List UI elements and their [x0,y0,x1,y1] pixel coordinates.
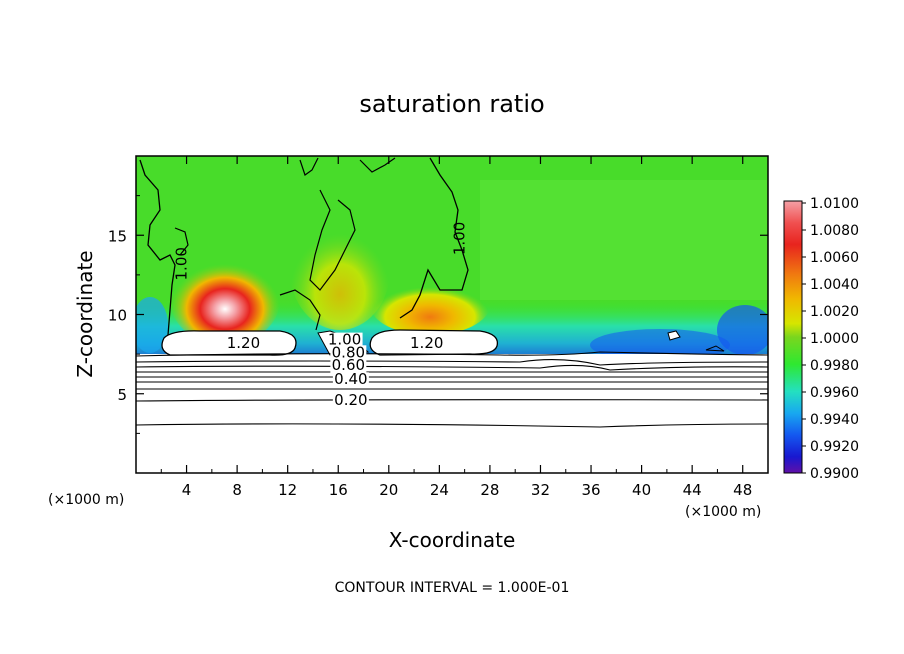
colorbar-label: 1.0060 [810,250,859,266]
contour-label-bg [225,335,262,351]
contour-label-bg [408,335,445,351]
x-tick-label: 24 [430,481,449,499]
field-variation [480,180,768,300]
y-tick-label: 15 [108,227,127,245]
colorbar-label: 1.0000 [810,331,859,347]
contour-label-bg [330,357,367,373]
contour-label: 1.20 [410,334,443,352]
colorbar-label: 1.0080 [810,223,859,239]
contour-1-00 [299,157,319,176]
x-tick-label: 20 [379,481,398,499]
x-tick-label: 8 [232,481,242,499]
contour-line [136,380,768,383]
contour-1-00 [359,157,396,173]
contour-1-00-middle [309,189,356,291]
cloud-layer [136,354,768,473]
colorbar: 1.0100 1.0080 1.0060 1.0040 1.0020 1.0000 0.99… [783,196,859,482]
supersaturation-plume [170,255,280,345]
contour-label-bg [330,345,367,361]
y-axis: 5 10 15 [108,195,768,434]
x-tick-label: 4 [182,481,192,499]
contour-1-00 [705,345,725,352]
low-saturation-patch [136,297,168,353]
contour-label: 0.20 [334,391,367,409]
x-tick-label: 48 [733,481,752,499]
colorbar-labels: 1.0100 1.0080 1.0060 1.0040 1.0020 1.0000 0.99… [802,196,859,482]
colorbar-label: 1.0040 [810,277,859,293]
contour-label: 0.80 [332,343,365,361]
colorbar-label: 0.9900 [810,466,859,482]
low-saturation-patch [717,305,768,355]
contour-label: 1.00 [328,331,361,349]
x-tick-label: 28 [480,481,499,499]
x-tick-label: 44 [683,481,702,499]
colorbar-label: 1.0100 [810,196,859,212]
colorbar-label: 0.9940 [810,412,859,428]
contour-line [136,399,768,402]
plot-area: 1.001.001.20 1.201.000.800.600.400.20 [136,156,768,473]
x-axis-title: X-coordinate [389,528,516,552]
colorbar-scale [783,200,803,474]
contour-1-00-right [399,157,469,319]
colorbar-label: 0.9960 [810,385,859,401]
colorbar-label: 1.0020 [810,304,859,320]
y-axis-title: Z-coordinate [73,250,97,377]
contour-line [136,370,768,373]
colorbar-label: 0.9980 [810,358,859,374]
contour-interval-note: CONTOUR INTERVAL = 1.000E-01 [335,580,570,596]
x-axis: 4 8 12 16 20 24 28 32 36 40 44 48 [160,156,752,499]
contour-label: 1.00 [173,247,191,280]
contour-label: 1.20 [227,334,260,352]
x-tick-label: 32 [531,481,550,499]
x-unit-label-left: (×1000 m) [48,492,124,508]
contour-label: 1.00 [451,222,469,255]
contour-1-00 [279,289,321,331]
contour-line [136,351,768,357]
chart-title: saturation ratio [359,90,544,118]
contour-label-bg [332,392,369,408]
contour-1-00-left [139,159,176,336]
contour-line [136,387,768,390]
contour-line [136,359,768,366]
contour-line [136,364,768,371]
x-tick-label: 36 [581,481,600,499]
contour-labels: 1.001.001.20 1.201.000.800.600.400.20 [173,222,469,409]
x-tick-label: 40 [632,481,651,499]
y-tick-label: 5 [117,386,127,404]
y-tick-label: 10 [108,307,127,325]
contour-line [136,423,768,428]
supersaturation-plume [290,210,390,330]
x-unit-label-right: (×1000 m) [685,504,761,520]
contour-label-bg [332,372,369,388]
contour-label: 0.60 [332,356,365,374]
contour-label: 0.40 [334,370,367,388]
x-tick-label: 16 [329,481,348,499]
contour-line [136,375,768,378]
x-tick-label: 12 [278,481,297,499]
contour-1-00 [667,330,681,341]
contour-label-bg [326,332,363,348]
colorbar-label: 0.9920 [810,439,859,455]
contour-1-00 [174,227,189,256]
